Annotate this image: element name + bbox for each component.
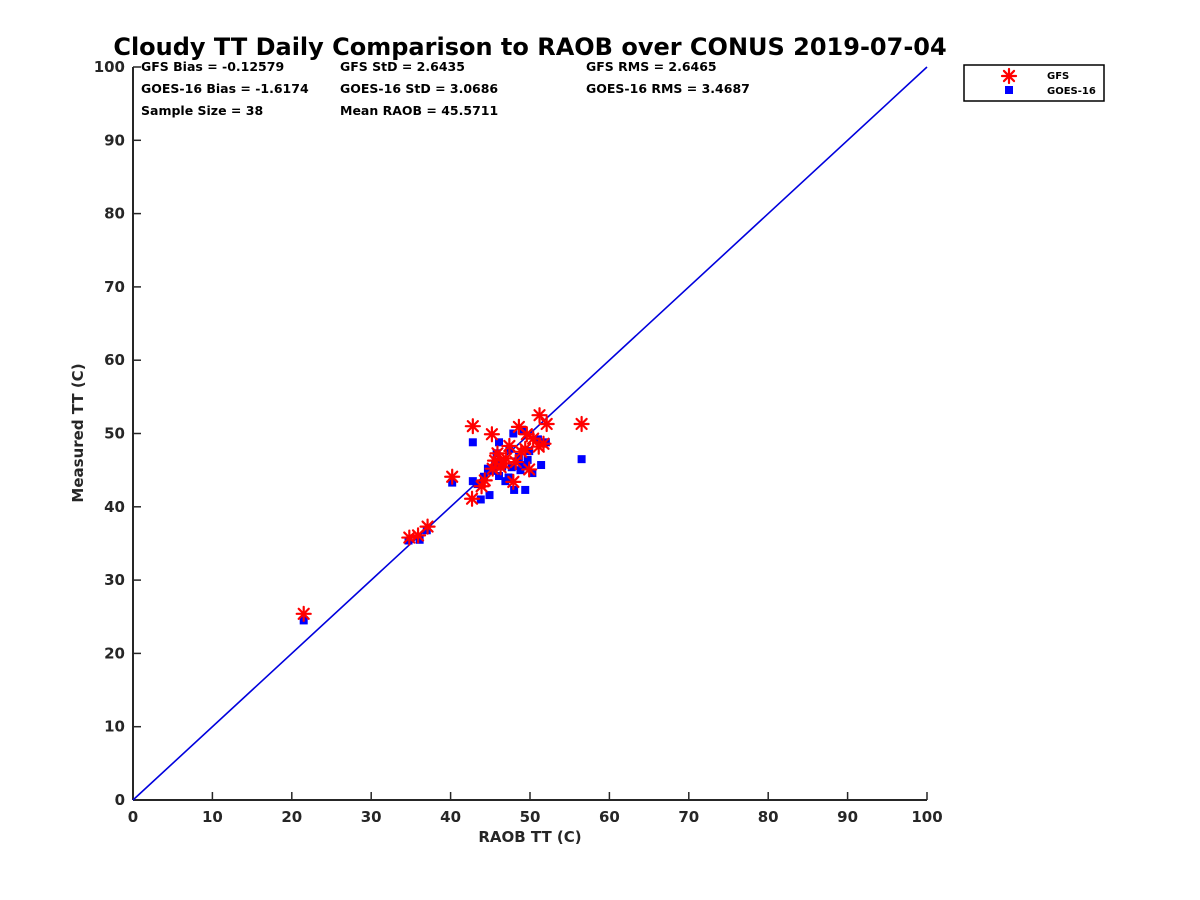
legend-box [963,64,1105,102]
gfs-series [295,407,590,622]
legend-gfs-symbol [1000,67,1018,85]
goes-point [523,455,532,464]
x-tick-label: 70 [678,808,699,826]
gfs-point [464,418,481,435]
gfs-point [473,478,490,495]
y-tick-label: 80 [104,205,125,223]
legend-goes-label: GOES-16 [1047,86,1096,97]
legend-gfs-label: GFS [1047,71,1069,82]
goes-point [476,495,485,504]
goes-point [485,491,494,500]
x-tick-label: 20 [281,808,302,826]
goes-point [468,477,477,486]
goes-point [468,438,477,447]
legend-gfs-marker [1000,67,1018,85]
goes-point [537,461,546,470]
gfs-point [538,415,555,433]
gfs-point [444,468,461,485]
gfs-point [463,490,481,507]
goes-point [510,485,519,494]
gfs-point [518,426,535,443]
y-tick-label: 60 [104,351,125,369]
goes-point [521,485,530,494]
gfs-point [495,455,512,472]
y-tick-label: 70 [104,278,125,296]
y-tick-label: 50 [104,425,125,443]
y-axis-label: Measured TT (C) [69,363,87,502]
x-tick-label: 30 [361,808,382,826]
gfs-point [531,407,548,424]
gfs-rms-stat: GFS RMS = 2.6465 [586,59,717,74]
gfs-std-stat: GFS StD = 2.6435 [340,59,465,74]
goes-point [525,447,534,456]
goes-point [516,466,525,475]
y-tick-label: 90 [104,131,125,149]
goes-point [415,535,424,544]
x-tick-label: 80 [758,808,779,826]
x-axis-label: RAOB TT (C) [478,828,581,846]
goes-point [495,472,504,481]
legend-goes-symbol [1005,86,1013,94]
x-tick-label: 90 [837,808,858,826]
gfs-bias-stat: GFS Bias = -0.12579 [141,59,284,74]
axes: 0 10 20 30 40 50 60 70 80 90 100 0 10 20 30 40 50 60 70 80 9… [94,58,943,826]
y-tick-label: 10 [104,718,125,736]
gfs-point [517,440,534,457]
goes-std-stat: GOES-16 StD = 3.0686 [340,81,498,96]
gfs-point [476,472,493,489]
stats-block: GFS Bias = -0.12579 GFS StD = 2.6435 GFS… [141,59,750,118]
goes-point [495,438,504,447]
goes-series [299,425,586,625]
legend-goes-marker [1005,86,1013,94]
y-tick-label: 20 [104,644,125,662]
y-tick-label: 40 [104,498,125,516]
gfs-point [521,461,538,478]
goes-rms-stat: GOES-16 RMS = 3.4687 [586,81,750,96]
gfs-point [535,435,552,452]
x-tick-label: 0 [128,808,138,826]
x-tick-label: 50 [520,808,541,826]
x-tick-label: 40 [440,808,461,826]
gfs-point [501,437,518,455]
gfs-point [295,605,312,622]
goes-point [473,480,482,489]
y-tick-label: 0 [115,791,125,809]
sample-size-stat: Sample Size = 38 [141,103,263,118]
x-tick-label: 100 [911,808,942,826]
gfs-point [419,518,436,535]
gfs-point [483,426,500,443]
gfs-point [505,473,522,490]
gfs-point [507,453,524,471]
goes-point [514,452,523,461]
chart-title: Cloudy TT Daily Comparison to RAOB over … [113,33,946,61]
gfs-point [484,460,501,477]
mean-raob-stat: Mean RAOB = 45.5711 [340,103,498,118]
y-tick-label: 100 [94,58,125,76]
goes-point [577,455,586,464]
goes-bias-stat: GOES-16 Bias = -1.6174 [141,81,309,96]
x-tick-label: 10 [202,808,223,826]
y-tick-label: 30 [104,571,125,589]
legend: GFS GOES-16 [963,64,1105,102]
gfs-point [409,527,427,544]
x-tick-label: 60 [599,808,620,826]
goes-point [509,429,518,438]
gfs-point [573,415,590,433]
